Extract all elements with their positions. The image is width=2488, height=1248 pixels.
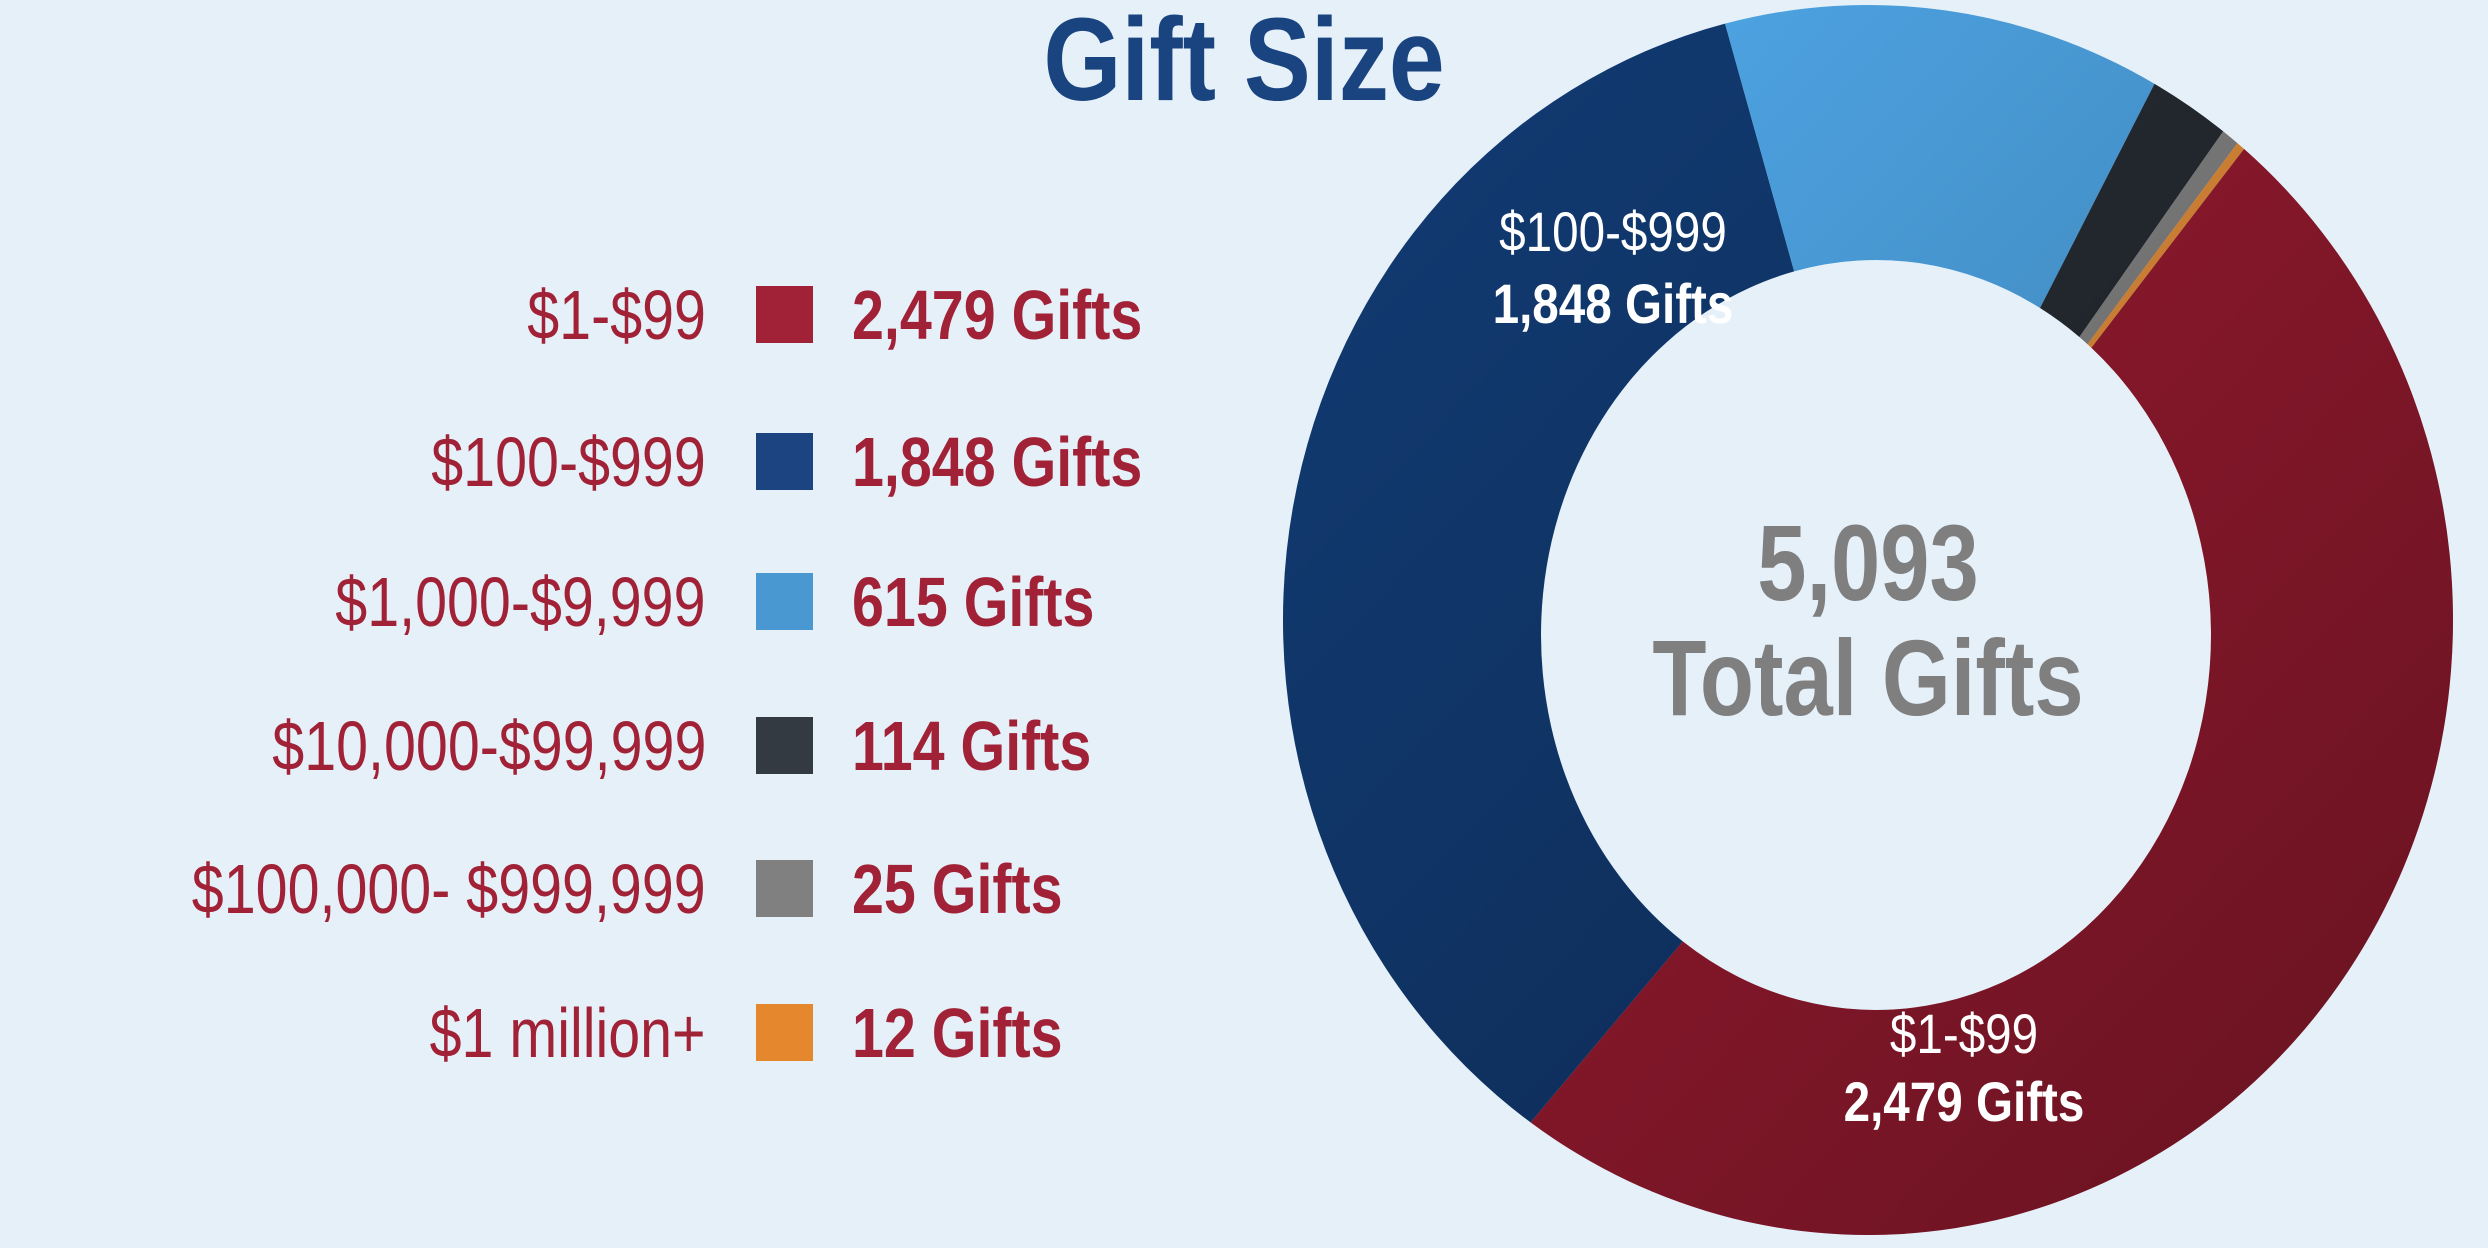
- legend-label: $1 million+: [430, 994, 706, 1072]
- legend-label: $1,000-$9,999: [335, 563, 706, 641]
- legend-item: $1-$99 2,479 Gifts: [0, 275, 1250, 355]
- legend-value: 114 Gifts: [852, 707, 1092, 785]
- legend-item: $10,000-$99,999 114 Gifts: [0, 706, 1250, 786]
- legend-item: $1,000-$9,999 615 Gifts: [0, 562, 1250, 642]
- legend-value: 615 Gifts: [852, 563, 1095, 641]
- legend-item: $100,000- $999,999 25 Gifts: [0, 849, 1250, 929]
- legend-swatch: [756, 433, 813, 490]
- legend-label: $100-$999: [431, 423, 706, 501]
- legend-value: 25 Gifts: [852, 850, 1063, 928]
- legend-item: $1 million+ 12 Gifts: [0, 993, 1250, 1073]
- total-value: 5,093: [1757, 502, 1979, 623]
- legend-swatch: [756, 860, 813, 917]
- chart-title: Gift Size: [1043, 0, 1445, 126]
- legend-label: $100,000- $999,999: [192, 850, 706, 928]
- donut-shading: [1283, 5, 2453, 1235]
- legend-label: $1-$99: [527, 276, 706, 354]
- legend-label: $10,000-$99,999: [271, 707, 706, 785]
- legend-value: 2,479 Gifts: [852, 276, 1143, 354]
- slice-label-category: $1-$99: [1889, 1002, 2039, 1065]
- legend-swatch: [756, 573, 813, 630]
- legend-swatch: [756, 1004, 813, 1061]
- legend-value: 12 Gifts: [852, 994, 1063, 1072]
- legend-swatch: [756, 717, 813, 774]
- legend-item: $100-$999 1,848 Gifts: [0, 422, 1250, 502]
- legend-value: 1,848 Gifts: [852, 423, 1143, 501]
- legend-swatch: [756, 286, 813, 343]
- total-label: Total Gifts: [1652, 617, 2084, 738]
- slice-label-value: 2,479 Gifts: [1843, 1070, 2085, 1133]
- slice-label-value: 1,848 Gifts: [1492, 272, 1734, 335]
- slice-label-category: $100-$999: [1499, 200, 1727, 263]
